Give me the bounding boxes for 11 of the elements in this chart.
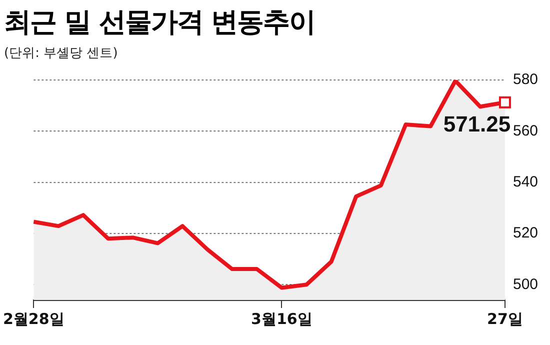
- y-tick-label: 520: [512, 224, 538, 242]
- y-tick-label: 500: [512, 276, 538, 293]
- chart-title: 최근 밀 선물가격 변동추이: [3, 6, 316, 40]
- chart-subtitle: (단위: 부셸당 센트): [3, 45, 119, 62]
- x-tick-label: 3월16일: [251, 310, 312, 328]
- x-tick-label: 27일: [487, 310, 523, 328]
- y-tick-label: 540: [512, 173, 538, 190]
- y-tick-label: 560: [512, 122, 538, 140]
- annotation: 571.25: [443, 111, 511, 136]
- y-tick-label: 580: [512, 71, 538, 88]
- x-tick-label: 2월28일: [3, 310, 64, 328]
